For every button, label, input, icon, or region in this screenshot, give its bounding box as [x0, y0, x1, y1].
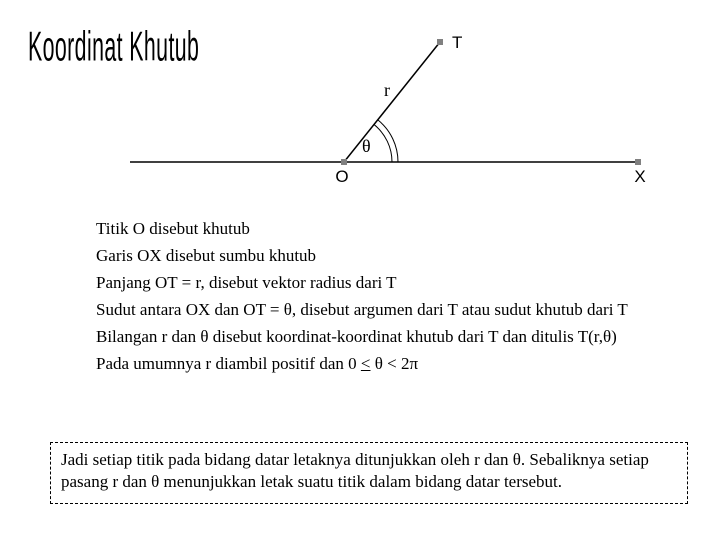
bullet-item: Bilangan r dan θ disebut koordinat-koord…: [96, 326, 656, 349]
bullet-item: Sudut antara OX dan OT = θ, disebut argu…: [96, 299, 656, 322]
svg-text:T: T: [452, 33, 462, 52]
bullet-item: Titik O disebut khutub: [96, 218, 656, 241]
svg-text:θ: θ: [362, 136, 371, 156]
bullet-list: Titik O disebut khutub Garis OX disebut s…: [96, 218, 656, 380]
svg-text:X: X: [634, 167, 645, 186]
svg-text:O: O: [335, 167, 348, 186]
bullet-item: Pada umumnya r diambil positif dan 0 < θ…: [96, 353, 656, 376]
summary-box: Jadi setiap titik pada bidang datar leta…: [50, 442, 688, 504]
bullet-item: Garis OX disebut sumbu khutub: [96, 245, 656, 268]
svg-text:r: r: [384, 80, 390, 100]
bullet-item: Panjang OT = r, disebut vektor radius da…: [96, 272, 656, 295]
polar-diagram: O X Tr θ: [90, 30, 650, 200]
